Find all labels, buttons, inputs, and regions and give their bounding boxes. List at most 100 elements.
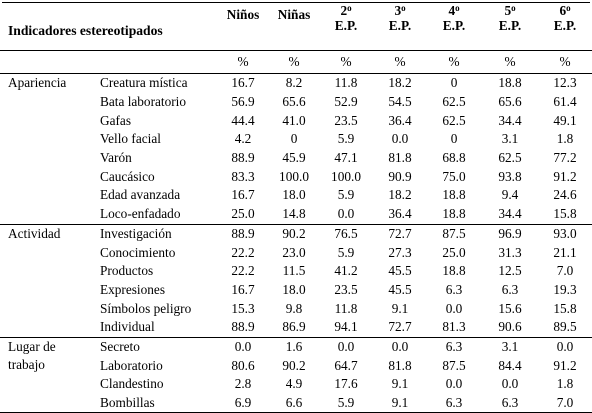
value-cell: 23.0	[282, 244, 306, 260]
category-lugar-de: Lugar de	[0, 336, 96, 357]
unit-cell: %	[318, 50, 375, 74]
indicator-vello-facial: Vello facial	[100, 131, 161, 147]
unit-cell: %	[216, 50, 271, 74]
value-cell: 49.1	[553, 112, 577, 128]
value-cell: 0.0	[216, 336, 271, 357]
value-cell: 6.9	[216, 393, 271, 413]
table-row: Productos 22.2 11.5 41.2 45.5 18.8 12.5 7.0	[0, 262, 592, 281]
value-cell: 45.5	[388, 263, 412, 279]
indicator-creatura-mistica: Creatura mística	[100, 75, 188, 91]
value-cell: 88.9	[231, 150, 255, 166]
category-empty-cell	[0, 262, 96, 281]
unit-cell: %	[270, 50, 319, 74]
table-row: Bombillas 6.9 6.6 5.9 9.1 6.3 6.3 7.0	[0, 393, 592, 413]
indicator-clandestino: Clandestino	[100, 376, 164, 392]
indicator-bombillas: Bombillas	[96, 393, 217, 413]
indicator-varon: Varón	[100, 150, 132, 166]
value-cell: 18.8	[442, 206, 466, 222]
value-cell: 0.0	[445, 376, 463, 392]
value-cell: 72.7	[388, 319, 412, 335]
value-cell: 23.5	[334, 112, 358, 128]
value-cell: 77.2	[553, 150, 577, 166]
value-cell: 5.9	[318, 393, 375, 413]
indicator-conocimiento: Conocimiento	[100, 244, 176, 260]
value-cell: 72.7	[374, 223, 427, 244]
category-empty-cell	[0, 243, 96, 262]
value-cell: 86.9	[282, 319, 306, 335]
value-cell: 14.8	[282, 206, 306, 222]
value-cell: 0.0	[391, 131, 409, 147]
value-cell: 0.0	[337, 206, 355, 222]
unit-row-spacer	[0, 50, 217, 74]
value-cell: 34.4	[498, 206, 522, 222]
value-cell: 91.2	[553, 357, 577, 373]
value-cell: 15.3	[231, 300, 255, 316]
table-row: Loco-enfadado 25.0 14.8 0.0 36.4 18.8 34.4 15.8	[0, 205, 592, 224]
value-cell: 23.5	[334, 281, 358, 297]
value-cell: 36.4	[388, 206, 412, 222]
value-cell: 18.8	[442, 187, 466, 203]
category-empty-cell	[0, 93, 96, 112]
indicator-investigacion: Investigación	[96, 223, 217, 244]
value-cell: 61.4	[553, 94, 577, 110]
value-cell: 1.8	[556, 131, 574, 147]
value-cell: 84.4	[498, 357, 522, 373]
value-cell: 4.2	[234, 131, 252, 147]
value-cell: 96.9	[482, 223, 539, 244]
value-cell: 18.2	[388, 187, 412, 203]
value-cell: 62.5	[498, 150, 522, 166]
value-cell: 16.7	[231, 187, 255, 203]
unit-cell: %	[426, 50, 483, 74]
value-cell: 65.6	[282, 94, 306, 110]
column-header-ninos: Niños	[226, 7, 260, 22]
value-cell: 3.1	[482, 336, 539, 357]
table-body: Apariencia Creatura mística 16.7 8.2 11.8 18.…	[0, 74, 592, 413]
table-row: Varón 88.9 45.9 47.1 81.8 68.8 62.5 77.2	[0, 149, 592, 168]
value-cell: 31.3	[498, 244, 522, 260]
value-cell: 0	[290, 131, 298, 147]
value-cell: 21.1	[553, 244, 577, 260]
value-cell: 68.8	[442, 150, 466, 166]
value-cell: 88.9	[216, 223, 271, 244]
table-row: Actividad Investigación 88.9 90.2 76.5 72.7 87…	[0, 223, 592, 244]
table-row: Conocimiento 22.2 23.0 5.9 27.3 25.0 31.3 21.1	[0, 243, 592, 262]
table-row: Edad avanzada 16.7 18.0 5.9 18.2 18.8 9.4 24.6	[0, 186, 592, 205]
indicator-loco-enfadado: Loco-enfadado	[100, 206, 181, 222]
column-header-grade-2: 2o E.P.	[334, 3, 358, 33]
category-empty-cell	[0, 167, 96, 186]
top-rule	[2, 2, 590, 3]
value-cell: 0.0	[318, 336, 375, 357]
value-cell: 9.1	[391, 300, 409, 316]
table-row: Bata laboratorio 56.9 65.6 52.9 54.5 62.5 65.6…	[0, 93, 592, 112]
table-row: Vello facial 4.2 0 5.9 0.0 0 3.1 1.8	[0, 130, 592, 149]
value-cell: 11.8	[334, 75, 358, 91]
value-cell: 80.6	[231, 357, 255, 373]
value-cell: 88.9	[231, 319, 255, 335]
value-cell: 41.0	[282, 112, 306, 128]
value-cell: 62.5	[442, 94, 466, 110]
indicator-edad-avanzada: Edad avanzada	[100, 187, 181, 203]
table-row: Expresiones 16.7 18.0 23.5 45.5 6.3 6.3 19.3	[0, 281, 592, 300]
value-cell: 54.5	[388, 94, 412, 110]
value-cell: 25.0	[231, 206, 255, 222]
value-cell: 6.3	[482, 393, 539, 413]
value-cell: 1.8	[556, 376, 574, 392]
column-header-ninas: Niñas	[277, 7, 311, 22]
value-cell: 93.0	[538, 223, 592, 244]
value-cell: 1.6	[270, 336, 319, 357]
value-cell: 90.2	[270, 223, 319, 244]
value-cell: 15.8	[553, 206, 577, 222]
value-cell: 18.0	[282, 187, 306, 203]
value-cell: 9.1	[391, 376, 409, 392]
value-cell: 5.9	[337, 131, 355, 147]
unit-cell: %	[538, 50, 592, 74]
category-empty-cell	[0, 281, 96, 300]
value-cell: 100.0	[331, 168, 361, 184]
category-empty-cell	[0, 205, 96, 224]
value-cell: 9.1	[374, 393, 427, 413]
value-cell: 0	[450, 131, 458, 147]
table-row: trabajo Laboratorio 80.6 90.2 64.7 81.8 87.5 84…	[0, 356, 592, 375]
indicator-expresiones: Expresiones	[100, 281, 165, 297]
